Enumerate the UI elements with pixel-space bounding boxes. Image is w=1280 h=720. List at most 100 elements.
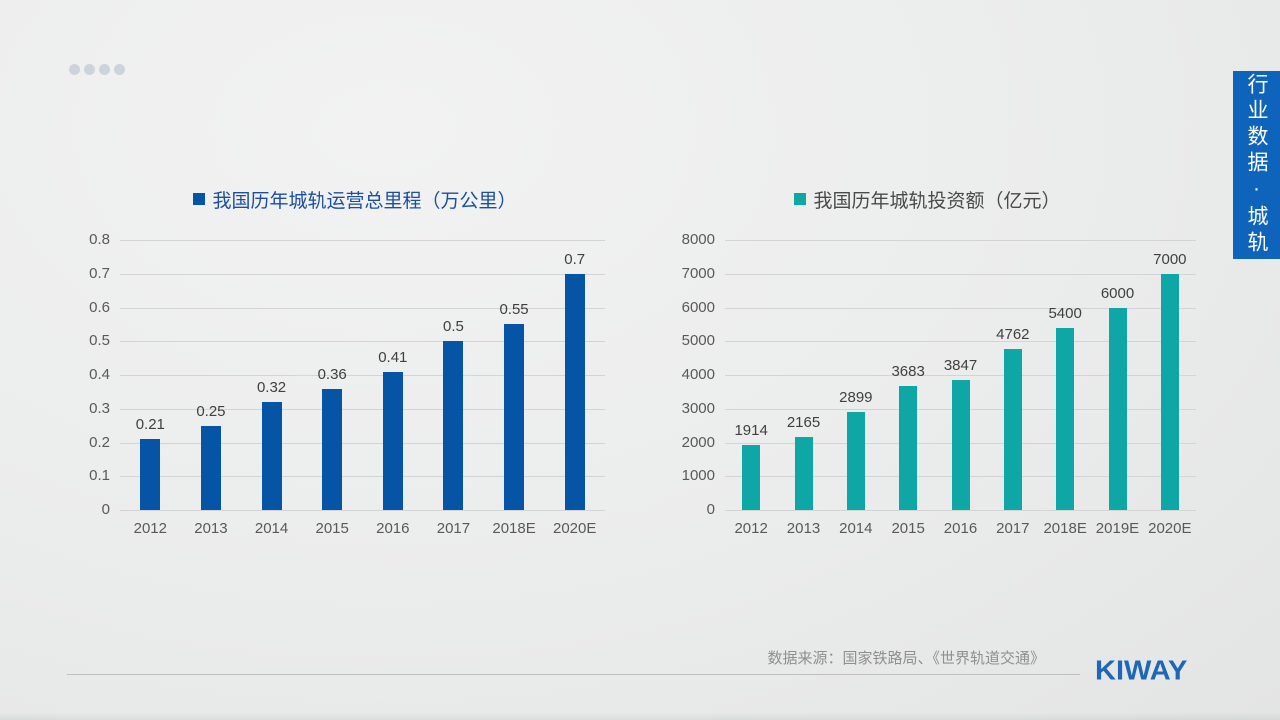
- y-axis-label: 0.4: [89, 366, 110, 383]
- x-axis-label: 2015: [315, 520, 349, 537]
- decor-dot: [69, 64, 80, 75]
- decor-dot: [99, 64, 110, 75]
- bar: [200, 425, 221, 510]
- y-gridline: [120, 476, 605, 478]
- x-axis-label: 2016: [943, 520, 978, 537]
- bar: [322, 388, 343, 510]
- value-label: 0.5: [443, 318, 464, 336]
- x-axis-label: 2020E: [1148, 520, 1192, 537]
- value-label: 2165: [786, 413, 821, 431]
- x-axis-label: 2018E: [492, 520, 536, 537]
- y-gridline: [725, 341, 1196, 343]
- x-axis-label: 2020E: [553, 520, 597, 537]
- y-gridline: [120, 307, 605, 309]
- value-label: 3847: [943, 357, 978, 375]
- bar: [564, 273, 585, 510]
- bar: [951, 380, 970, 510]
- y-gridline: [120, 442, 605, 444]
- side-tab-label: 行业数据·城轨: [1245, 73, 1268, 257]
- kiway-logo: KIWAY: [1095, 655, 1188, 687]
- bar: [382, 371, 403, 510]
- y-axis-label: 0: [101, 501, 110, 518]
- value-label: 0.25: [196, 402, 226, 420]
- bar: [1160, 273, 1179, 510]
- value-label: 1914: [734, 422, 768, 440]
- x-axis-label: 2017: [996, 520, 1030, 537]
- y-gridline: [120, 341, 605, 343]
- x-axis-label: 2012: [133, 520, 167, 537]
- y-gridline: [725, 375, 1196, 376]
- x-axis-label: 2015: [891, 520, 925, 537]
- value-label: 0.36: [317, 365, 347, 383]
- x-axis-label: 2012: [734, 520, 768, 537]
- bar: [443, 341, 464, 510]
- bar: [1056, 327, 1075, 510]
- chart-title-text: 我国历年城轨运营总里程（万公里）: [212, 190, 517, 212]
- bar: [846, 412, 865, 510]
- x-axis-label: 2013: [194, 520, 228, 537]
- plot-area: 0 1000 2000 3000 4000 5000 6000 7000 8000 1914 201…: [655, 182, 1200, 562]
- value-label: 0.7: [564, 250, 586, 268]
- data-source-note: 数据来源：国家铁路局、《世界轨道交通》: [767, 650, 1045, 667]
- value-label: 0.32: [256, 379, 287, 396]
- x-axis-label: 2014: [839, 520, 873, 537]
- y-axis-label: 0.1: [89, 467, 110, 485]
- y-gridline: [725, 240, 1196, 241]
- value-label: 6000: [1100, 284, 1135, 302]
- y-axis-label: 3000: [681, 399, 715, 417]
- y-axis-label: 2000: [681, 433, 715, 451]
- decor-dots: [69, 64, 125, 75]
- y-gridline: [725, 307, 1196, 309]
- mileage-bar-chart: 我国历年城轨运营总里程（万公里） 0 0.1 0.2 0.3 0.4 0.5 0.6 0.7 0…: [85, 182, 625, 562]
- y-gridline: [725, 273, 1196, 275]
- x-axis-label: 2017: [436, 520, 471, 537]
- value-label: 2899: [839, 389, 873, 407]
- x-axis-label: 2019E: [1095, 520, 1140, 537]
- y-gridline: [120, 510, 605, 511]
- y-gridline: [120, 273, 605, 275]
- x-axis-label: 2014: [254, 520, 289, 537]
- investment-bar-chart: 我国历年城轨投资额（亿元） 0 1000 2000 3000 4000 5000 6000 7…: [655, 182, 1200, 562]
- y-axis-label: 0.2: [89, 433, 110, 451]
- plot-area: 0 0.1 0.2 0.3 0.4 0.5 0.6 0.7 0.8 0.21 2012 0.25 201…: [85, 182, 625, 562]
- y-axis-label: 0.6: [89, 298, 110, 316]
- y-gridline: [725, 510, 1196, 511]
- value-label: 0.55: [499, 301, 529, 319]
- bar: [261, 402, 282, 510]
- bar: [1003, 349, 1022, 510]
- bar: [794, 436, 813, 510]
- x-axis-label: 2016: [376, 520, 410, 537]
- bar: [1108, 307, 1127, 510]
- chart-title: 我国历年城轨运营总里程（万公里）: [85, 182, 625, 216]
- bar: [899, 385, 918, 510]
- value-label: 4762: [996, 326, 1030, 344]
- value-label: 7000: [1153, 250, 1187, 268]
- y-axis-label: 0.7: [89, 264, 110, 282]
- y-gridline: [120, 375, 605, 376]
- footer-divider: [67, 674, 1080, 675]
- legend-swatch-icon: [193, 193, 206, 205]
- value-label: 0.41: [378, 348, 408, 366]
- legend-swatch-icon: [794, 193, 807, 205]
- x-axis-label: 2018E: [1043, 520, 1087, 537]
- y-gridline: [120, 408, 605, 410]
- value-label: 3683: [891, 362, 925, 380]
- y-axis-label: 8000: [681, 231, 715, 248]
- y-axis-label: 1000: [681, 467, 715, 485]
- x-axis-label: 2013: [786, 520, 821, 537]
- value-label: 0.21: [135, 416, 165, 434]
- y-axis-label: 5000: [681, 332, 715, 350]
- chart-title: 我国历年城轨投资额（亿元）: [655, 182, 1200, 216]
- y-axis-label: 0.8: [89, 231, 110, 248]
- side-tab: 行业数据·城轨: [1233, 71, 1280, 259]
- y-axis-label: 4000: [681, 366, 715, 383]
- decor-dot: [84, 64, 95, 75]
- y-gridline: [120, 240, 605, 241]
- y-axis-label: 6000: [681, 298, 715, 316]
- bar: [742, 445, 761, 510]
- y-axis-label: 0.3: [89, 399, 110, 417]
- y-axis-label: 0: [706, 501, 715, 518]
- y-axis-label: 0.5: [89, 332, 110, 350]
- decor-dot: [114, 64, 125, 75]
